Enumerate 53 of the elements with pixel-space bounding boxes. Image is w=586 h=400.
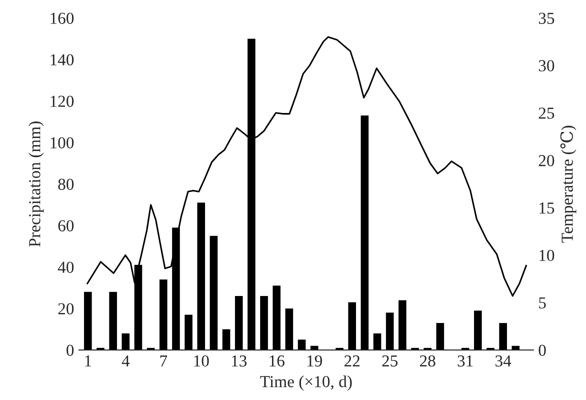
y-tick-label: 40 — [58, 262, 74, 273]
bar — [210, 236, 218, 350]
x-tick-label: 1 — [85, 355, 92, 366]
bar — [348, 302, 356, 350]
bar — [474, 310, 482, 350]
y2-tick-label: 15 — [540, 202, 554, 214]
bar — [398, 300, 406, 350]
x-tick-label: 10 — [194, 355, 209, 367]
bar — [373, 333, 382, 350]
y-tick-label: 60 — [58, 220, 74, 232]
x-tick-label: 25 — [382, 355, 398, 367]
y2-tick-label: 25 — [538, 108, 554, 119]
y-tick-label: 20 — [58, 303, 74, 314]
y2-tick-label: 20 — [538, 154, 554, 166]
y2-tick-label: 5 — [539, 297, 546, 309]
bar — [184, 314, 192, 350]
x-tick-label: 34 — [496, 355, 512, 367]
y2-tick-label: 35 — [538, 12, 554, 24]
bar — [84, 292, 92, 350]
y-tick-label: 140 — [50, 54, 74, 66]
bar — [222, 329, 230, 350]
y-tick-label: 0 — [66, 344, 74, 356]
x-tick-label: 19 — [307, 355, 322, 367]
bar — [160, 279, 168, 350]
x-tick-label: 31 — [458, 355, 473, 367]
y-tick-label: 120 — [50, 96, 74, 107]
x-tick-label: 13 — [232, 355, 247, 367]
bar — [360, 116, 369, 350]
bar — [122, 333, 130, 350]
y-tick-label: 100 — [50, 137, 74, 148]
y-tick-label: 80 — [58, 178, 74, 190]
x-axis-title: Time (×10, d) — [260, 376, 352, 391]
x-tick-label: 7 — [160, 356, 168, 366]
bar — [436, 323, 444, 350]
y-tick-label: 160 — [50, 12, 74, 24]
bar — [499, 323, 507, 350]
y2-tick-label: 0 — [538, 344, 546, 356]
y2-axis-title: Temperature (℃) — [560, 126, 576, 243]
x-tick-label: 4 — [122, 355, 130, 366]
y-axis-title: Precipitation (mm) — [28, 122, 44, 247]
bar — [386, 312, 394, 350]
x-tick-label: 22 — [344, 355, 360, 366]
bar — [109, 292, 117, 350]
x-tick-label: 16 — [270, 355, 284, 367]
y2-tick-label: 10 — [540, 250, 554, 262]
y2-tick-label: 30 — [538, 60, 554, 72]
bar — [272, 286, 281, 350]
bar — [285, 308, 294, 350]
bar — [197, 202, 206, 350]
bar — [298, 340, 306, 350]
bar — [260, 296, 268, 350]
x-tick-label: 28 — [420, 355, 436, 367]
bar — [234, 296, 243, 350]
